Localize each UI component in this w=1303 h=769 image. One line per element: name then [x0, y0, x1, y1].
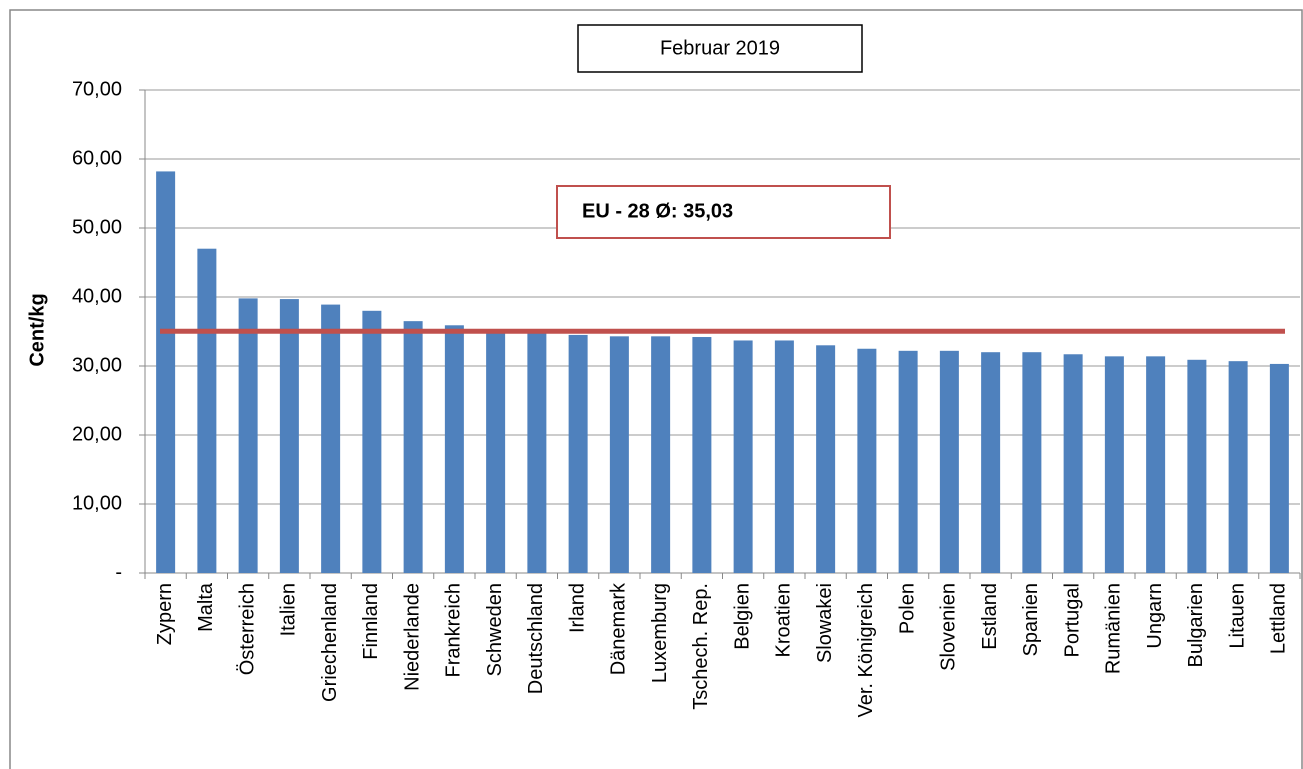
x-tick-label: Ver. Königreich [855, 583, 877, 718]
annotation-box [556, 185, 891, 239]
annotation: EU - 28 Ø: 35,03 [582, 200, 733, 222]
bar [651, 336, 671, 573]
y-tick-label: 30,00 [72, 354, 122, 376]
bar [816, 345, 836, 573]
x-tick-label: Portugal [1061, 583, 1083, 658]
bar [774, 340, 794, 573]
x-tick-label: Griechenland [319, 583, 341, 702]
y-tick-label: 40,00 [72, 285, 122, 307]
bar [321, 304, 341, 573]
x-tick-label: Ungarn [1144, 583, 1166, 649]
x-tick-label: Schweden [484, 583, 506, 676]
bar [939, 350, 959, 573]
bar [527, 331, 547, 573]
y-tick-label: 20,00 [72, 423, 122, 445]
subtitle: Februar 2019 [660, 37, 780, 59]
y-tick-label: 60,00 [72, 147, 122, 169]
x-tick-label: Belgien [731, 583, 753, 650]
x-tick-label: Lettland [1268, 583, 1290, 654]
bar [1146, 356, 1166, 573]
x-tick-label: Niederlande [401, 583, 423, 691]
bar [692, 337, 712, 573]
x-tick-label: Polen [896, 583, 918, 634]
bar [1228, 361, 1248, 573]
x-tick-label: Rumänien [1103, 583, 1125, 674]
bar [156, 171, 176, 574]
x-tick-label: Estland [979, 583, 1001, 650]
bar [898, 350, 918, 573]
bar [568, 334, 588, 573]
y-axis-label: Cent/kg [26, 293, 48, 366]
x-tick-label: Litauen [1226, 583, 1248, 649]
bar [362, 310, 382, 573]
bar [733, 340, 753, 573]
x-tick-label: Luxemburg [649, 583, 671, 683]
x-tick-label: Österreich [236, 583, 258, 675]
x-tick-label: Bulgarien [1185, 583, 1207, 668]
bar [1022, 352, 1042, 573]
bar [238, 298, 258, 573]
x-tick-label: Irland [566, 583, 588, 633]
bar [981, 352, 1001, 573]
subtitle-box [577, 24, 863, 73]
bar [1269, 363, 1289, 573]
x-tick-label: Italien [278, 583, 300, 636]
x-tick-label: Tschech. Rep. [690, 583, 712, 710]
bar [857, 348, 877, 573]
x-tick-label: Dänemark [608, 582, 630, 675]
y-tick-label: 50,00 [72, 216, 122, 238]
x-tick-label: Slowakei [814, 583, 836, 663]
bar [279, 299, 299, 573]
x-tick-label: Finnland [360, 583, 382, 660]
bar [1187, 359, 1207, 573]
bar [197, 248, 217, 573]
x-tick-label: Frankreich [443, 583, 465, 677]
x-tick-label: Zypern [154, 583, 176, 645]
bar [486, 330, 506, 573]
x-tick-label: Slovenien [938, 583, 960, 671]
x-tick-label: Deutschland [525, 583, 547, 694]
y-tick-label: 70,00 [72, 78, 122, 100]
chart-frame [9, 9, 1303, 769]
x-tick-label: Malta [195, 582, 217, 632]
bar [403, 321, 423, 573]
bar [444, 325, 464, 573]
y-tick-label: - [115, 561, 122, 583]
bar [1104, 356, 1124, 573]
x-tick-label: Kroatien [773, 583, 795, 658]
x-tick-label: Spanien [1020, 583, 1042, 656]
y-tick-label: 10,00 [72, 492, 122, 514]
bar [1063, 354, 1083, 573]
bar [609, 336, 629, 573]
